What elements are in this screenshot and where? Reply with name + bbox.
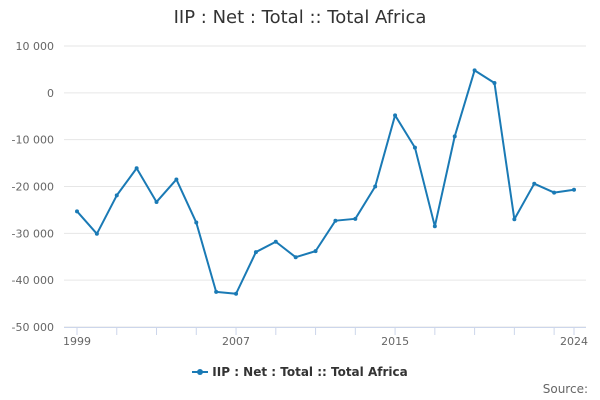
data-point[interactable] [472, 68, 477, 73]
y-tick-label: -40 000 [12, 274, 54, 287]
legend-marker-icon [192, 367, 209, 377]
data-point[interactable] [194, 220, 199, 225]
data-point[interactable] [333, 218, 338, 223]
data-point[interactable] [273, 239, 278, 244]
y-tick-label: -20 000 [12, 181, 54, 194]
x-tick-label: 1999 [63, 335, 91, 348]
data-point[interactable] [234, 291, 239, 296]
data-point[interactable] [293, 255, 298, 260]
x-tick-label: 2024 [560, 335, 588, 348]
gridlines [64, 45, 586, 328]
y-tick-label: 0 [47, 87, 54, 100]
series-line [76, 69, 575, 295]
source-label: Source: [542, 382, 588, 396]
data-point[interactable] [134, 166, 139, 171]
y-tick-label: -50 000 [12, 321, 54, 334]
data-point[interactable] [253, 250, 258, 255]
data-point[interactable] [452, 134, 457, 139]
data-point[interactable] [75, 209, 79, 214]
data-point[interactable] [154, 199, 159, 204]
data-point[interactable] [412, 145, 417, 150]
y-tick-label: -10 000 [12, 134, 54, 147]
x-tick-label: 2007 [222, 335, 250, 348]
chart-title: IIP : Net : Total :: Total Africa [173, 7, 427, 28]
data-point[interactable] [512, 217, 517, 222]
legend[interactable]: IIP : Net : Total :: Total Africa [0, 365, 600, 379]
y-axis: 10 000 0 -10 000 -20 000 -30 000 -40 000 -50 0… [12, 40, 54, 334]
data-point[interactable] [552, 190, 557, 195]
y-tick-label: 10 000 [16, 40, 55, 53]
data-point[interactable] [114, 193, 119, 198]
data-point[interactable] [572, 187, 576, 192]
data-point[interactable] [214, 289, 219, 294]
data-point[interactable] [393, 113, 398, 118]
data-point[interactable] [353, 216, 358, 221]
legend-label: IIP : Net : Total :: Total Africa [212, 365, 408, 379]
data-point[interactable] [174, 177, 179, 182]
data-point[interactable] [492, 80, 497, 85]
y-tick-label: -30 000 [12, 227, 54, 240]
x-axis: 1999 2007 2015 2024 [63, 327, 588, 348]
data-point[interactable] [532, 181, 537, 186]
data-point[interactable] [94, 231, 99, 236]
data-point[interactable] [313, 249, 318, 254]
series [75, 68, 576, 296]
x-tick-label: 2015 [381, 335, 409, 348]
data-point[interactable] [373, 184, 378, 189]
data-point[interactable] [432, 224, 437, 229]
